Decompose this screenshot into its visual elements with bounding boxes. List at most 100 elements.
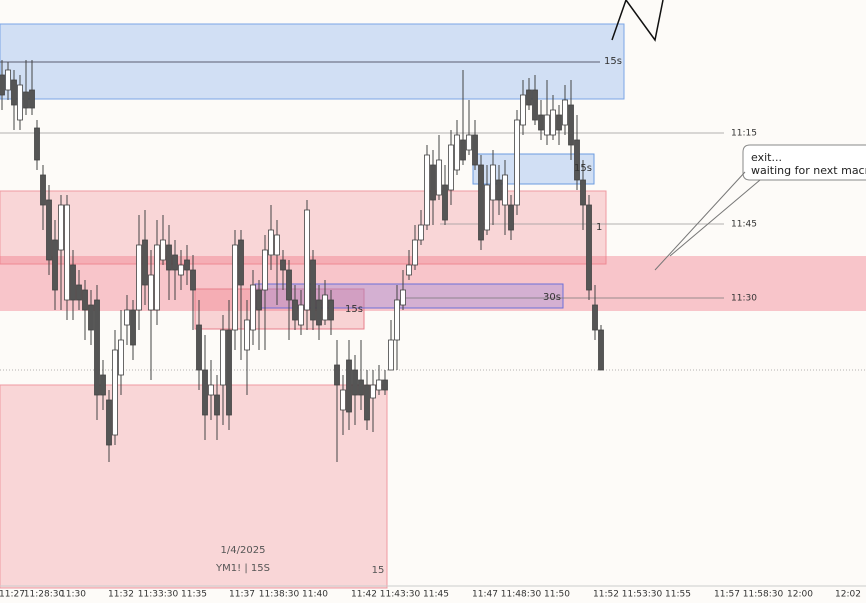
x-axis-label: 11:30 [60, 590, 86, 600]
candle-body [250, 284, 256, 331]
candle-body [598, 329, 604, 371]
candle-body [496, 179, 502, 201]
candle-body [0, 74, 5, 96]
candle-body [112, 349, 118, 436]
candle-body [502, 174, 508, 206]
candle-body [220, 329, 226, 386]
candle-body [184, 259, 190, 271]
x-axis-label: 11:33:30 [138, 590, 179, 600]
candle-body [298, 304, 304, 326]
candle-body [226, 329, 232, 416]
candle-body [34, 127, 40, 161]
candle-body [130, 309, 136, 346]
x-axis-label: 11:37 [229, 590, 255, 600]
candle-body [562, 99, 568, 126]
candle-body [118, 339, 124, 376]
candle-body [244, 319, 250, 351]
zone-label: 15s [604, 56, 622, 67]
x-axis-label: 11:55 [665, 590, 691, 600]
candle-body [400, 289, 406, 306]
zone-label: 30s [543, 292, 561, 303]
x-axis-label: 11:45 [423, 590, 449, 600]
pink-zone [0, 384, 388, 589]
candle-body [202, 369, 208, 416]
candle-body [76, 284, 82, 301]
candle-body [64, 204, 70, 301]
candle-body [160, 239, 166, 261]
candle-body [544, 114, 550, 136]
levels [0, 61, 866, 371]
x-axis-label: 11:58:30 [743, 590, 784, 600]
candle-body [472, 134, 478, 166]
x-axis-label: 11:40 [302, 590, 328, 600]
candle-body [382, 379, 388, 391]
watermark-interval: 15 [372, 565, 385, 576]
candle-body [154, 244, 160, 311]
candle-body [292, 299, 298, 321]
zone-label: 15s [574, 163, 592, 174]
x-axis-label: 11:50 [544, 590, 570, 600]
level-label: 11:30 [731, 294, 757, 304]
x-axis-label: 12:02 [835, 590, 861, 600]
x-axis-label: 11:42 [351, 590, 377, 600]
candle-body [172, 254, 178, 271]
x-axis-label: 11:48:30 [501, 590, 542, 600]
candle-body [376, 379, 382, 391]
candle-body [178, 264, 184, 276]
candle-body [442, 184, 448, 221]
candle-body [352, 369, 358, 396]
candle-body [214, 394, 220, 416]
candle-body [418, 224, 424, 241]
candle-body [370, 384, 376, 399]
candle-body [424, 154, 430, 226]
candle-body [238, 239, 244, 286]
level-label: 11:15 [731, 129, 757, 139]
candle-body [334, 364, 340, 386]
candle-body [256, 289, 262, 311]
note-box [742, 144, 866, 181]
candle-body [538, 114, 544, 131]
candle-body [592, 304, 598, 331]
candle-body [520, 94, 526, 126]
candle-body [310, 259, 316, 321]
candle-body [532, 89, 538, 121]
candle-body [82, 289, 88, 311]
x-axis-label: 11:43:30 [380, 590, 421, 600]
candle-body [460, 139, 466, 161]
candle-body [550, 109, 556, 136]
candle-body [208, 384, 214, 396]
candle-body [430, 164, 436, 201]
note-pointer [654, 171, 746, 271]
candle-body [412, 239, 418, 266]
candle-body [58, 204, 64, 251]
candle-body [364, 384, 370, 421]
x-axis-label: 12:00 [787, 590, 813, 600]
candle-body [586, 204, 592, 291]
candle-body [190, 269, 196, 291]
x-axis-label: 11:57 [714, 590, 740, 600]
candle-body [100, 374, 106, 396]
candle-body [5, 69, 11, 91]
candle-body [40, 174, 46, 206]
zone-label: 15s [345, 304, 363, 315]
candle-body [11, 79, 17, 106]
candle-body [304, 209, 310, 311]
candle-body [268, 229, 274, 256]
note: exit... waiting for next macr [654, 144, 866, 271]
candle-body [346, 359, 352, 413]
candle-body [148, 274, 154, 311]
candle-body [17, 84, 23, 121]
candle-body [574, 139, 580, 181]
candle-body [508, 204, 514, 231]
candle-body [316, 299, 322, 326]
candle-body [88, 304, 94, 331]
candle-body [568, 104, 574, 146]
candle-body [262, 249, 268, 291]
candle-body [514, 119, 520, 206]
candle-body [46, 199, 52, 261]
candle-body [394, 299, 400, 341]
candle-body [286, 269, 292, 301]
